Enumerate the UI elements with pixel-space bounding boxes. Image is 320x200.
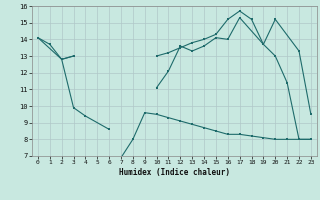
- X-axis label: Humidex (Indice chaleur): Humidex (Indice chaleur): [119, 168, 230, 177]
